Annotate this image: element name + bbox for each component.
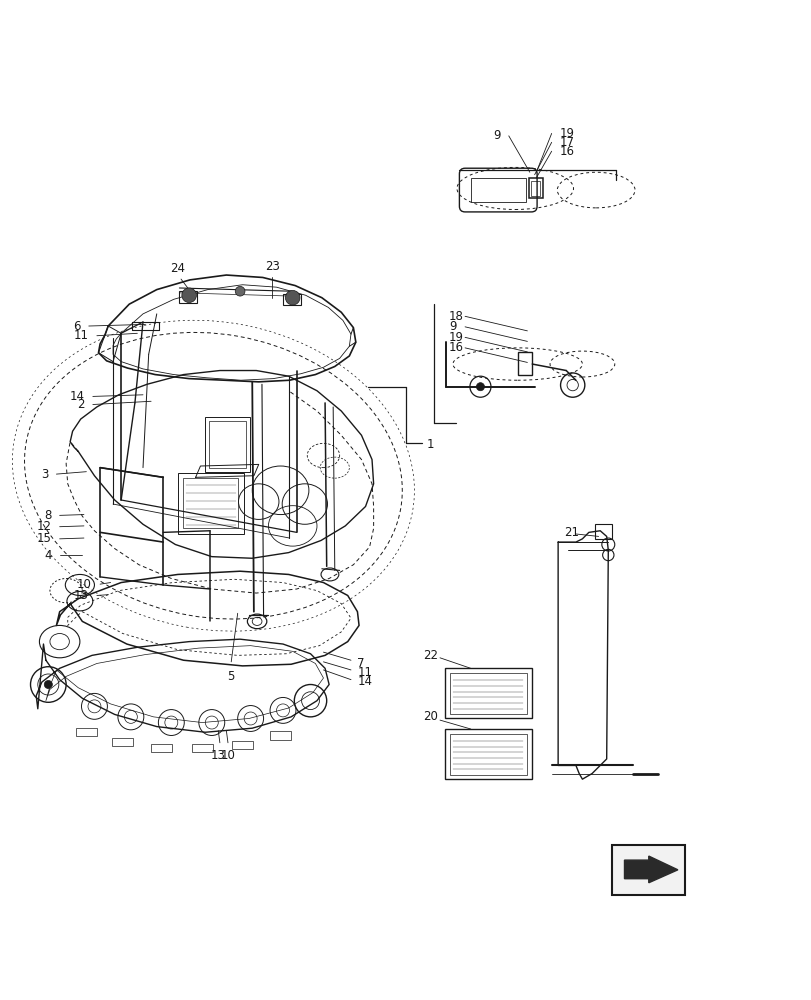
- Bar: [151, 744, 172, 752]
- Text: 6: 6: [73, 320, 80, 333]
- Text: 10: 10: [77, 578, 92, 591]
- Polygon shape: [624, 856, 677, 883]
- Text: 8: 8: [44, 509, 51, 522]
- Text: 1: 1: [427, 438, 434, 451]
- Bar: [75, 728, 97, 736]
- Bar: [528, 178, 542, 198]
- Text: 19: 19: [448, 331, 463, 344]
- Ellipse shape: [235, 286, 245, 296]
- Bar: [594, 524, 611, 539]
- Bar: [205, 417, 250, 472]
- Text: 13: 13: [211, 749, 225, 762]
- Text: 9: 9: [448, 320, 456, 333]
- Text: 5: 5: [226, 670, 234, 683]
- Text: 13: 13: [74, 589, 88, 602]
- Text: 24: 24: [170, 262, 185, 275]
- Ellipse shape: [182, 288, 196, 303]
- Bar: [470, 178, 525, 202]
- Text: 10: 10: [221, 749, 235, 762]
- Text: 7: 7: [357, 657, 364, 670]
- Text: 21: 21: [563, 526, 578, 539]
- Text: 18: 18: [448, 310, 463, 323]
- Text: 12: 12: [36, 520, 51, 533]
- Text: 17: 17: [559, 136, 574, 149]
- Text: 23: 23: [264, 260, 280, 273]
- Text: 20: 20: [423, 710, 438, 723]
- Bar: [444, 668, 531, 718]
- Text: 2: 2: [77, 398, 84, 411]
- Ellipse shape: [476, 383, 484, 391]
- Text: 16: 16: [559, 145, 574, 158]
- Text: 15: 15: [36, 532, 51, 545]
- Text: 11: 11: [357, 666, 372, 679]
- Bar: [209, 421, 246, 468]
- Bar: [178, 473, 244, 534]
- Text: 19: 19: [559, 127, 574, 140]
- Text: 9: 9: [492, 129, 500, 142]
- Ellipse shape: [45, 680, 52, 689]
- Bar: [444, 729, 531, 779]
- Bar: [270, 731, 290, 740]
- Bar: [611, 845, 684, 895]
- Bar: [112, 738, 133, 746]
- Text: 3: 3: [41, 468, 49, 481]
- Text: 14: 14: [357, 675, 372, 688]
- Ellipse shape: [285, 290, 299, 305]
- Bar: [530, 181, 539, 196]
- Bar: [191, 744, 212, 752]
- Bar: [179, 291, 197, 303]
- Bar: [283, 294, 300, 305]
- Bar: [449, 673, 526, 714]
- Text: 16: 16: [448, 341, 463, 354]
- Text: 4: 4: [44, 549, 51, 562]
- Text: 22: 22: [423, 649, 438, 662]
- Text: 14: 14: [70, 390, 84, 403]
- Bar: [183, 478, 238, 528]
- Bar: [232, 741, 253, 749]
- Text: 11: 11: [74, 329, 88, 342]
- Bar: [517, 352, 531, 375]
- Bar: [449, 734, 526, 775]
